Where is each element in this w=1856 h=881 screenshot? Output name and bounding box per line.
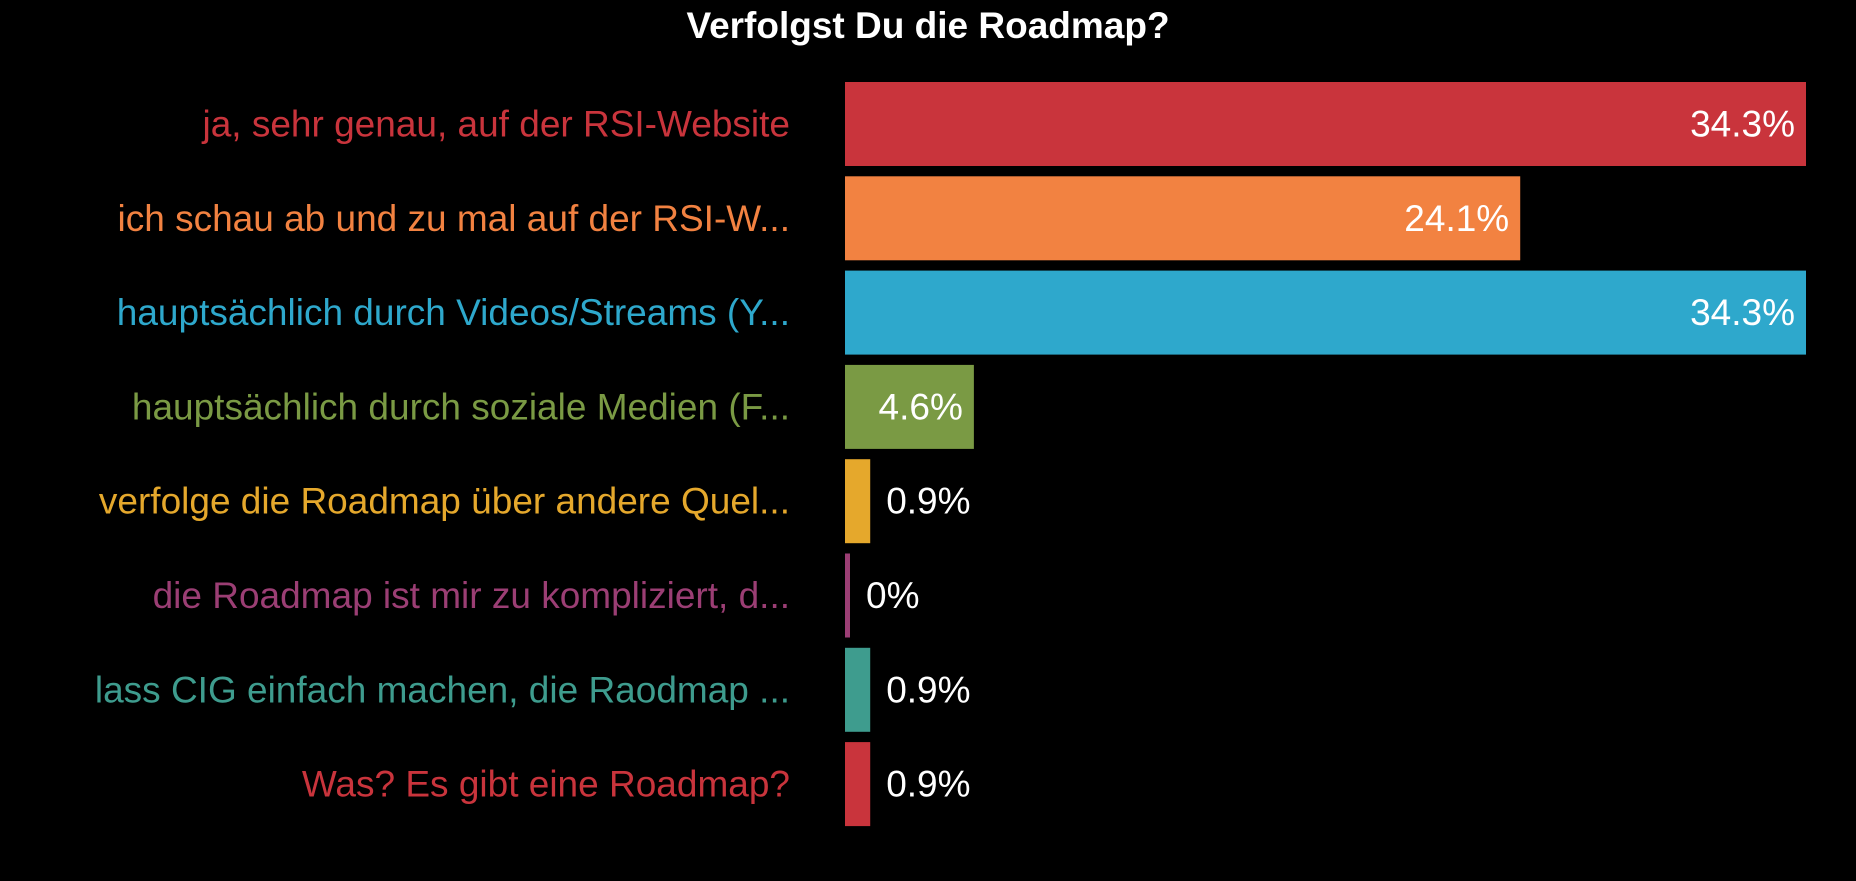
category-labels: ja, sehr genau, auf der RSI-Website ich s… — [95, 104, 790, 805]
chart-title: Verfolgst Du die Roadmap? — [686, 5, 1170, 46]
value-label: 34.3% — [1690, 104, 1795, 145]
value-label: 0.9% — [886, 764, 970, 805]
bar — [845, 647, 871, 732]
bar — [845, 553, 850, 638]
category-label: ich schau ab und zu mal auf der RSI-W... — [118, 198, 791, 239]
value-labels: 34.3% 24.1% 34.3% 4.6% 0.9% 0% 0.9% 0.9% — [866, 104, 1795, 805]
category-label: hauptsächlich durch soziale Medien (F... — [132, 386, 790, 427]
value-label: 4.6% — [879, 386, 963, 427]
category-label: verfolge die Roadmap über andere Quel... — [99, 481, 790, 522]
value-label: 0% — [866, 575, 919, 616]
bars — [845, 82, 1806, 827]
category-label: die Roadmap ist mir zu kompliziert, d... — [153, 575, 790, 616]
bar — [845, 270, 1806, 355]
bar — [845, 82, 1806, 166]
category-label: Was? Es gibt eine Roadmap? — [302, 764, 790, 805]
bar — [845, 176, 1521, 261]
value-label: 0.9% — [886, 481, 970, 522]
bar — [845, 459, 871, 544]
bar — [845, 364, 974, 449]
category-label: lass CIG einfach machen, die Raodmap ... — [95, 669, 790, 710]
value-label: 24.1% — [1404, 198, 1509, 239]
value-label: 34.3% — [1690, 292, 1795, 333]
value-label: 0.9% — [886, 669, 970, 710]
category-label: hauptsächlich durch Videos/Streams (Y... — [117, 292, 790, 333]
category-label: ja, sehr genau, auf der RSI-Website — [201, 104, 790, 145]
bar — [845, 742, 871, 827]
